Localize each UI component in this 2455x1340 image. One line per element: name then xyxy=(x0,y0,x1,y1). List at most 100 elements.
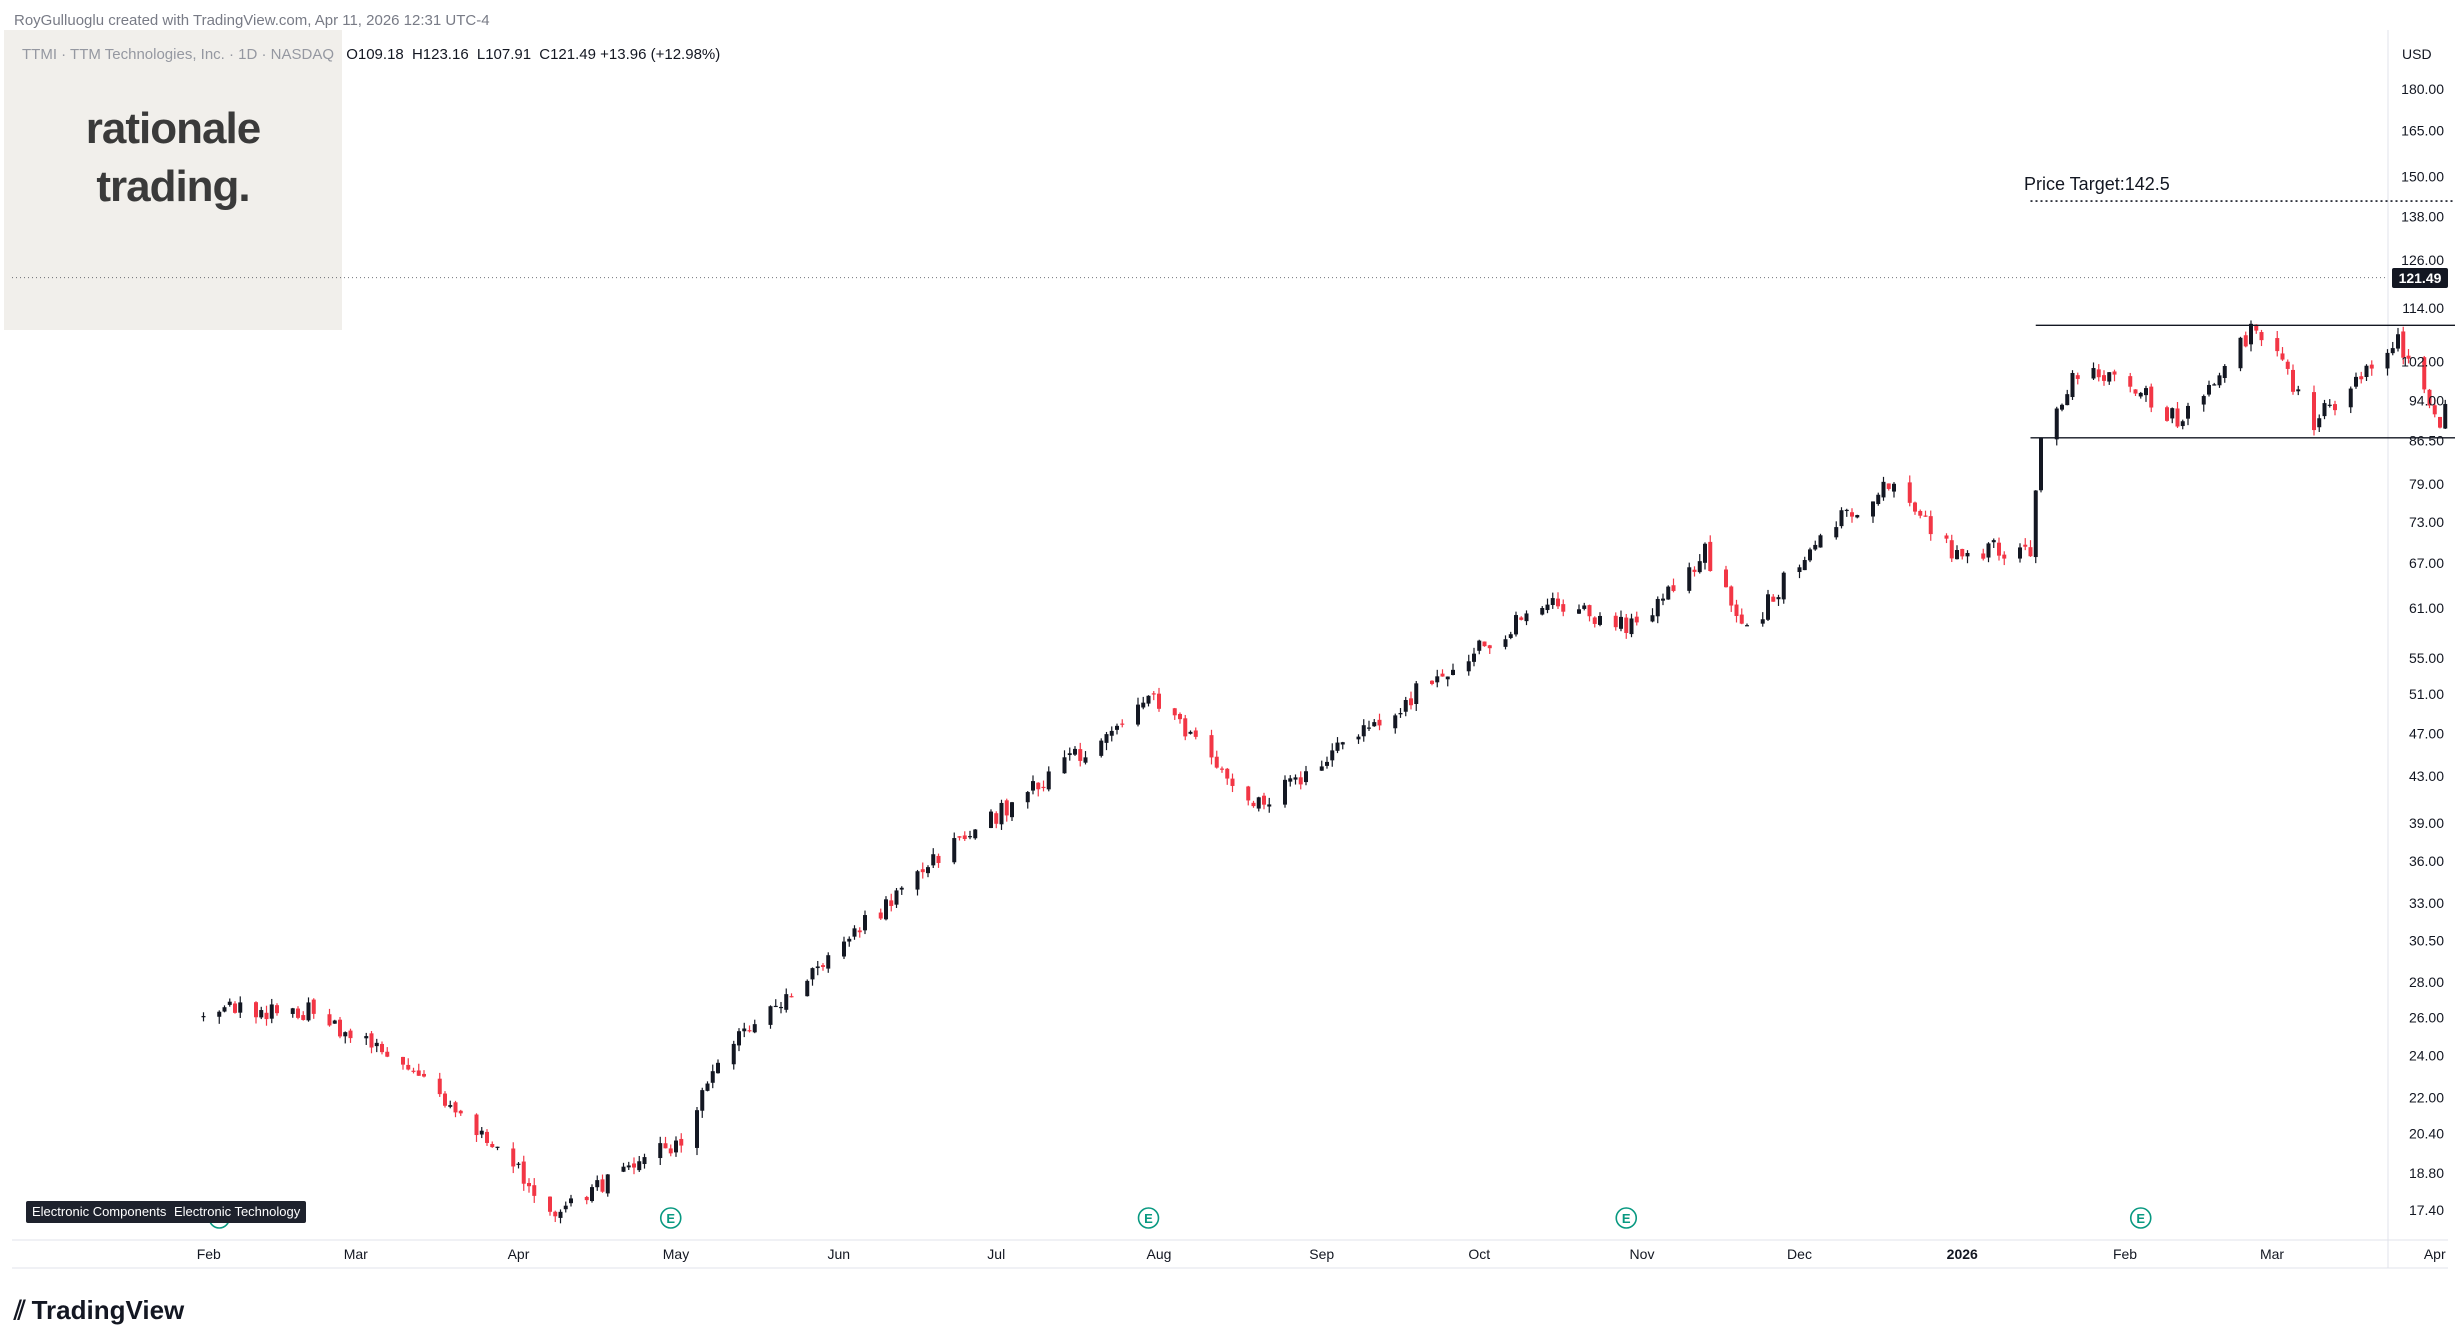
x-tick-label: Oct xyxy=(1468,1246,1490,1262)
logo-text: TradingView xyxy=(31,1295,185,1325)
candle-body xyxy=(1928,516,1933,535)
candle-body xyxy=(1078,749,1083,761)
candle-body xyxy=(752,1024,757,1033)
candle-body xyxy=(1445,676,1450,680)
candle-body xyxy=(1944,535,1949,539)
candle-body xyxy=(1099,740,1104,756)
candle-body xyxy=(2385,352,2390,369)
candle-body xyxy=(1855,515,1860,518)
candle-body xyxy=(1262,795,1266,805)
candle-body xyxy=(1624,617,1629,634)
y-tick-label: 180.00 xyxy=(2401,81,2444,97)
y-tick-label: 138.00 xyxy=(2401,208,2444,224)
candle-body xyxy=(1482,641,1487,647)
x-tick-label: Feb xyxy=(197,1246,221,1262)
candle-body xyxy=(1178,713,1182,720)
y-tick-label: 165.00 xyxy=(2401,123,2444,139)
candle-body xyxy=(1477,640,1482,651)
price-target-label[interactable]: Price Target:142.5 xyxy=(2024,174,2170,194)
candle-body xyxy=(1466,661,1471,672)
candle-body xyxy=(1545,604,1550,611)
candle-body xyxy=(1834,527,1839,538)
candle-body xyxy=(1067,753,1072,756)
candle-body xyxy=(1949,540,1954,559)
legend-change: +13.96 (+12.98%) xyxy=(600,46,721,63)
candle-body xyxy=(275,1005,279,1014)
candle-body xyxy=(2039,437,2043,491)
candle-body xyxy=(2149,386,2154,408)
candle-body xyxy=(1692,569,1697,572)
candle-body xyxy=(416,1070,421,1076)
y-tick-label: 51.00 xyxy=(2409,686,2444,702)
candle-body xyxy=(2002,554,2007,559)
legend-symbol[interactable]: TTMI · TTM Technologies, Inc. · 1D · NAS… xyxy=(22,46,335,63)
candle-body xyxy=(2327,404,2332,406)
candle-body xyxy=(1104,734,1109,743)
candle-body xyxy=(2296,389,2301,392)
y-tick-label: 28.00 xyxy=(2409,974,2444,990)
y-tick-label: 79.00 xyxy=(2409,476,2444,492)
currency-label[interactable]: USD xyxy=(2402,46,2432,62)
candle-body xyxy=(705,1083,710,1091)
candle-body xyxy=(1283,779,1287,805)
candle-body xyxy=(1472,653,1476,662)
candle-body xyxy=(1256,797,1261,809)
candle-body xyxy=(1335,742,1340,751)
candle-body xyxy=(2369,364,2374,369)
x-tick-label: 2026 xyxy=(1947,1246,1978,1262)
candle-body xyxy=(1267,804,1272,807)
tradingview-logo[interactable]: ⫽ TradingView xyxy=(14,1295,184,1327)
candle-body xyxy=(1062,757,1067,774)
candle-body xyxy=(2138,392,2143,397)
sector-badge[interactable]: Electronic Technology xyxy=(168,1201,307,1223)
candle-body xyxy=(747,1030,752,1032)
candle-body xyxy=(1398,713,1403,715)
y-tick-label: 26.00 xyxy=(2409,1009,2444,1025)
x-tick-label: Mar xyxy=(344,1246,368,1262)
candle-body xyxy=(1766,594,1770,620)
candle-body xyxy=(731,1043,736,1065)
y-tick-label: 43.00 xyxy=(2409,768,2444,784)
candle-body xyxy=(2207,384,2211,395)
y-tick-label: 126.00 xyxy=(2401,252,2444,268)
candle-body xyxy=(1871,501,1875,517)
candle-body xyxy=(2259,332,2264,341)
candle-body xyxy=(1367,727,1371,729)
candle-body xyxy=(1377,719,1382,726)
candle-body xyxy=(369,1033,374,1048)
candle-body xyxy=(1298,777,1303,785)
candle-body xyxy=(595,1180,600,1188)
candle-body xyxy=(1230,778,1235,786)
candle-body xyxy=(2060,404,2064,410)
candle-body xyxy=(222,1007,227,1012)
y-tick-label: 18.80 xyxy=(2409,1165,2444,1181)
x-tick-label: Nov xyxy=(1630,1246,1655,1262)
candle-body xyxy=(1955,550,1959,560)
candle-body xyxy=(973,829,978,839)
industry-badge[interactable]: Electronic Components xyxy=(26,1201,173,1223)
candle-body xyxy=(1214,756,1219,768)
candle-body xyxy=(2254,324,2259,331)
candle-body xyxy=(1960,548,1965,557)
candle-body xyxy=(448,1105,453,1107)
candle-body xyxy=(1440,673,1445,677)
candle-body xyxy=(1550,598,1555,606)
y-tick-label: 47.00 xyxy=(2409,725,2444,741)
candle-body xyxy=(2070,372,2075,398)
candle-body xyxy=(2133,389,2138,394)
candle-body xyxy=(2222,366,2227,379)
candle-body xyxy=(374,1042,379,1047)
candle-body xyxy=(485,1131,489,1143)
candle-body xyxy=(805,980,810,997)
candle-body xyxy=(406,1064,411,1070)
candle-body xyxy=(1325,761,1329,766)
candle-body xyxy=(2249,323,2253,345)
legend-low: 107.91 xyxy=(485,46,532,63)
candle-body xyxy=(1361,725,1366,737)
earnings-marker-icon xyxy=(2129,1207,2152,1229)
y-tick-label: 22.00 xyxy=(2409,1089,2444,1105)
candle-body xyxy=(920,869,925,873)
candle-body xyxy=(1587,605,1592,617)
candle-body xyxy=(1115,725,1119,730)
